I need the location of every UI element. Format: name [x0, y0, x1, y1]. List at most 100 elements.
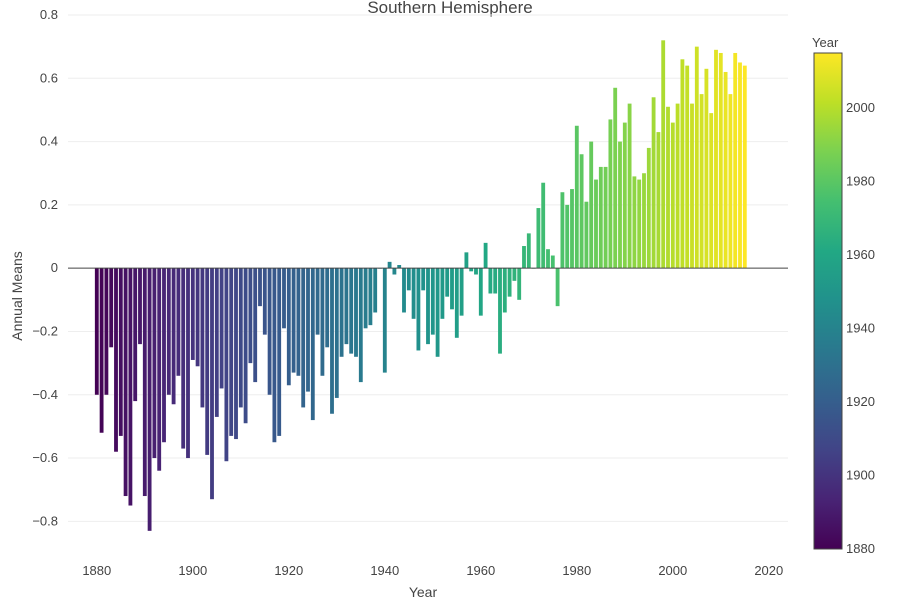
bar: [128, 268, 133, 506]
bar: [402, 268, 406, 313]
bar: [550, 255, 555, 269]
colorbar-ticks: 1880 1900 1920 1940 1960 1980 2000: [846, 100, 875, 556]
bar: [373, 268, 378, 313]
bar: [474, 268, 478, 275]
bar: [411, 268, 416, 319]
bar: [656, 132, 661, 269]
bar: [214, 268, 219, 417]
bar: [162, 268, 166, 443]
colorbar-tick-label: 1900: [846, 468, 875, 483]
bar: [546, 249, 550, 269]
bar: [507, 268, 512, 297]
bar: [310, 268, 315, 421]
x-tick-label: 1880: [82, 563, 111, 578]
bar: [517, 268, 522, 300]
bar: [267, 268, 272, 395]
bar: [382, 268, 387, 373]
bar: [598, 166, 603, 269]
bar: [229, 268, 234, 436]
colorbar-tick-label: 1920: [846, 394, 875, 409]
bar: [306, 268, 310, 392]
bar: [459, 268, 464, 316]
bar: [670, 122, 675, 269]
bar: [282, 268, 286, 329]
y-tick-labels: 0.8 0.6 0.4 0.2 0 −0.2 −0.4 −0.6 −0.8: [32, 7, 58, 528]
bar: [104, 268, 109, 395]
y-tick-label: −0.8: [32, 513, 58, 528]
bar: [594, 179, 598, 269]
bar: [397, 265, 402, 269]
bar: [166, 268, 171, 395]
bar: [368, 268, 373, 326]
bar: [493, 268, 498, 294]
bar: [210, 268, 214, 500]
bar: [339, 268, 344, 357]
bar: [315, 268, 320, 335]
y-tick-label: −0.2: [32, 323, 58, 338]
colorbar-tick-label: 2000: [846, 100, 875, 115]
bar: [690, 103, 694, 269]
bar: [536, 208, 541, 269]
bar: [152, 268, 157, 459]
y-axis-title: Annual Means: [9, 251, 25, 341]
bar: [262, 268, 267, 335]
bar: [512, 268, 517, 281]
x-tick-label: 2020: [754, 563, 783, 578]
bar: [277, 268, 282, 436]
bar: [560, 192, 565, 269]
bar: [450, 268, 454, 310]
bar: [320, 268, 325, 376]
colorbar-gradient: [813, 52, 843, 550]
bar: [253, 268, 258, 383]
bar: [114, 268, 118, 452]
bar: [258, 268, 262, 307]
bar: [618, 141, 622, 269]
bar: [709, 113, 714, 269]
bar: [358, 268, 363, 383]
bar: [421, 268, 426, 291]
bar: [723, 71, 728, 269]
bar: [478, 268, 483, 316]
bar: [541, 182, 546, 269]
bar: [685, 65, 690, 269]
bar: [718, 52, 723, 269]
bar: [522, 246, 526, 269]
bar: [243, 268, 248, 424]
colorbar-title: Year: [812, 35, 839, 50]
bar: [224, 268, 229, 462]
bar: [392, 268, 397, 275]
bar: [733, 52, 738, 269]
bar: [498, 268, 502, 354]
x-tick-label: 1960: [466, 563, 495, 578]
bar: [699, 94, 704, 269]
bar: [406, 268, 411, 291]
bar: [574, 125, 579, 269]
bar: [675, 103, 680, 269]
x-tick-label: 1980: [562, 563, 591, 578]
bar: [694, 46, 699, 269]
bar: [680, 59, 685, 269]
y-tick-label: 0.4: [40, 134, 58, 149]
bar: [651, 97, 656, 269]
bar: [205, 268, 210, 455]
x-axis-title: Year: [409, 584, 438, 600]
y-tick-label: 0: [51, 260, 58, 275]
bar: [738, 62, 742, 269]
bar: [435, 268, 440, 357]
bar: [190, 268, 195, 360]
bar: [483, 242, 488, 269]
bar: [613, 87, 618, 269]
bar: [219, 268, 224, 389]
colorbar: Year 1880 1900 1920 1940 1960 1980 2000: [812, 35, 875, 556]
bar: [728, 94, 733, 269]
bar: [526, 233, 531, 269]
bar: [555, 268, 560, 307]
bar: [742, 65, 747, 269]
bar: [565, 204, 570, 269]
bar: [147, 268, 152, 531]
bar: [416, 268, 421, 351]
bar: [133, 268, 138, 402]
bar: [176, 268, 181, 376]
bar: [502, 268, 507, 313]
bar: [238, 268, 243, 408]
